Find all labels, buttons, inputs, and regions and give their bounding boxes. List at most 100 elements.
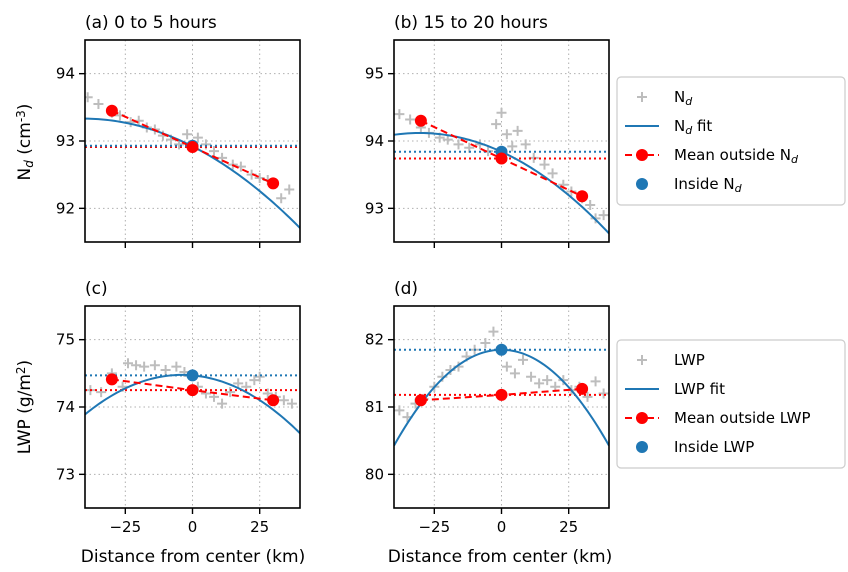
- legend-marker-dot: [636, 441, 648, 453]
- scatter-point: [192, 132, 203, 143]
- mean-outside-point: [186, 384, 199, 397]
- scatter-point: [453, 139, 464, 150]
- legend-frame: [616, 76, 846, 206]
- scatter-point: [501, 361, 512, 372]
- scatter-point: [547, 168, 558, 179]
- scatter-point: [131, 360, 142, 371]
- scatter-point: [123, 358, 133, 369]
- scatter-point: [512, 125, 523, 136]
- mean-outside-point: [414, 394, 427, 407]
- mean-outside-point: [495, 152, 508, 165]
- y-axis-label-lwp: LWP (g/m2): [14, 360, 35, 454]
- plot-area: [85, 358, 300, 434]
- panel-title: (a) 0 to 5 hours: [85, 13, 217, 33]
- scatter-point: [520, 139, 531, 150]
- scatter-point: [394, 109, 405, 120]
- scatter-point: [160, 364, 171, 375]
- mean-outside-point: [576, 190, 589, 203]
- scatter-point: [598, 388, 609, 399]
- scatter-point: [171, 361, 182, 372]
- y-tick-label: 80: [365, 465, 384, 483]
- scatter-point: [182, 129, 193, 140]
- scatter-point: [585, 199, 596, 210]
- y-tick-label: 92: [56, 199, 75, 217]
- scatter-point: [278, 395, 289, 406]
- plot-area: [394, 107, 609, 235]
- scatter-point: [501, 129, 512, 140]
- y-tick-label: 81: [365, 398, 384, 416]
- scatter-point: [254, 371, 265, 382]
- y-tick-label: 74: [56, 398, 75, 416]
- scatter-point: [507, 141, 518, 152]
- x-axis-label-c: Distance from center (km): [81, 547, 305, 567]
- scatter-point: [262, 388, 273, 399]
- scatter-point: [539, 159, 550, 170]
- scatter-point: [526, 371, 537, 382]
- legend-label: Nd fit: [674, 117, 712, 137]
- y-axis-label-nd: Nd (cm-3): [14, 104, 36, 181]
- scatter-point: [442, 134, 453, 145]
- y-tick-label: 73: [56, 465, 75, 483]
- legend-nd: Nd Nd fit Mean outside Nd Inside Nd: [616, 76, 846, 206]
- scatter-point: [139, 361, 150, 372]
- legend-label: Inside Nd: [674, 175, 743, 195]
- legend-frame: [616, 339, 846, 469]
- inside-point: [495, 343, 508, 356]
- panel-b: 93 94 95 (b) 15 to 20 hours: [365, 13, 610, 248]
- scatter-point: [276, 193, 287, 204]
- x-tick-label: −25: [109, 518, 141, 536]
- scatter-point: [233, 378, 244, 389]
- panel-c: −25 0 25 73 74 75 (c): [56, 279, 301, 536]
- legend-label: Nd: [674, 88, 693, 108]
- scatter-point: [225, 387, 236, 398]
- legend-label: Mean outside LWP: [674, 409, 811, 427]
- y-tick-label: 93: [56, 132, 75, 150]
- x-tick-label: 0: [188, 518, 198, 536]
- y-tick-label: 75: [56, 331, 75, 349]
- scatter-point: [286, 398, 297, 409]
- legend-marker-dot: [636, 178, 648, 190]
- inside-point: [186, 369, 199, 382]
- legend-label: Inside LWP: [674, 438, 754, 456]
- scatter-point: [598, 210, 609, 221]
- scatter-point: [590, 376, 601, 387]
- scatter-point: [496, 107, 507, 118]
- scatter-point: [149, 360, 160, 371]
- legend-label: LWP fit: [674, 380, 725, 398]
- y-tick-label: 93: [365, 199, 384, 217]
- y-tick-label: 94: [365, 132, 384, 150]
- y-tick-label: 82: [365, 331, 384, 349]
- scatter-point: [394, 405, 405, 416]
- scatter-point: [284, 184, 295, 195]
- mean-outside-point: [414, 114, 427, 127]
- legend-lwp: LWP LWP fit Mean outside LWP Inside LWP: [616, 339, 846, 469]
- mean-outside-point: [267, 394, 280, 407]
- x-tick-label: 0: [497, 518, 507, 536]
- legend-marker-dot: [636, 149, 648, 161]
- panels: 92 93 94 (a) 0 to 5 hours 93 94 95 (b) 15 to 20…: [56, 13, 610, 536]
- scatter-point: [217, 398, 228, 409]
- plot-area: [394, 326, 609, 447]
- legend-marker-plus: [637, 355, 647, 365]
- mean-outside-point: [495, 388, 508, 401]
- scatter-point: [249, 375, 260, 386]
- panel-title: (d): [394, 279, 418, 299]
- mean-outside-point: [186, 141, 199, 154]
- scatter-point: [96, 387, 107, 398]
- panel-title: (c): [85, 279, 108, 299]
- scatter-point: [582, 391, 593, 402]
- scatter-point: [491, 119, 502, 130]
- legend-marker-dot: [636, 412, 648, 424]
- scatter-point: [405, 114, 416, 125]
- mean-outside-point: [267, 177, 280, 190]
- panel-title: (b) 15 to 20 hours: [394, 13, 548, 33]
- scatter-point: [518, 354, 528, 365]
- x-tick-label: −25: [418, 518, 450, 536]
- mean-outside-point: [105, 373, 118, 386]
- plot-area: [85, 92, 300, 229]
- scatter-point: [480, 338, 491, 349]
- y-tick-label: 94: [56, 65, 75, 83]
- scatter-point: [445, 364, 456, 375]
- scatter-point: [534, 378, 545, 389]
